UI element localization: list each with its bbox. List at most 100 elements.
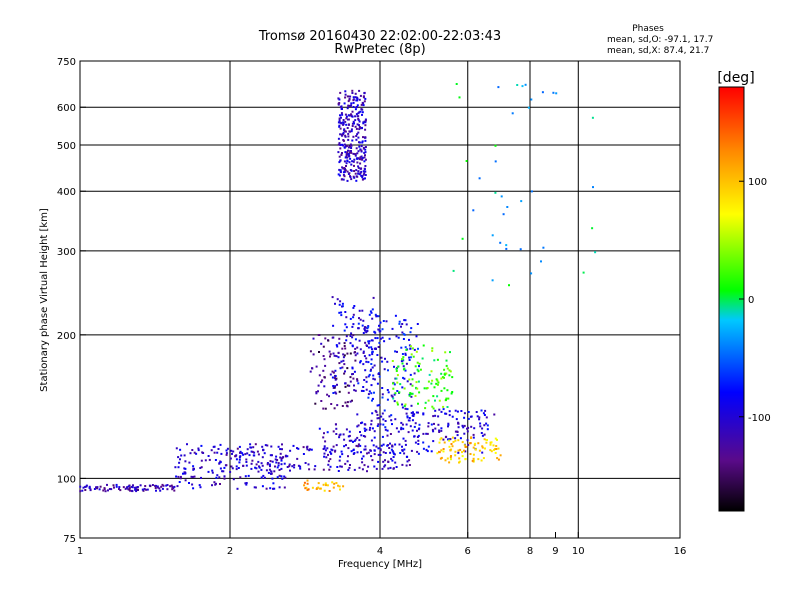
data-point (440, 449, 443, 452)
data-point (351, 89, 354, 92)
data-point (470, 437, 472, 439)
data-point (427, 445, 430, 448)
data-point (361, 113, 363, 116)
data-point (398, 391, 401, 394)
data-point (448, 410, 451, 413)
data-point (451, 415, 454, 418)
data-point (367, 451, 370, 454)
data-point (343, 445, 346, 448)
data-point (360, 174, 363, 177)
data-point (367, 346, 370, 349)
x-tick-label: 10 (572, 546, 585, 557)
data-point (402, 365, 405, 368)
data-point (165, 484, 168, 487)
data-point (425, 432, 428, 435)
data-point (413, 348, 416, 351)
data-point (422, 432, 425, 435)
data-point (377, 423, 380, 426)
data-point (373, 331, 376, 333)
data-point (261, 485, 264, 488)
data-point (352, 373, 354, 375)
data-point (327, 453, 329, 456)
data-point (349, 95, 352, 98)
data-point (127, 488, 130, 491)
data-point (417, 380, 420, 383)
data-point (351, 110, 354, 113)
data-point (211, 471, 214, 474)
y-tick-label: 300 (57, 247, 76, 258)
data-point (359, 110, 362, 113)
data-point (169, 485, 172, 488)
data-point (246, 452, 249, 455)
data-point (444, 459, 447, 462)
x-tick-label: 4 (377, 546, 383, 557)
data-point (334, 385, 337, 388)
data-point (401, 386, 404, 389)
data-point (364, 136, 367, 139)
chart-title: Tromsø 20160430 22:02:00-22:03:43 (258, 29, 501, 44)
data-point (524, 83, 527, 86)
data-point (350, 102, 353, 105)
data-point (334, 450, 336, 453)
data-point (211, 469, 214, 472)
data-point (193, 451, 196, 454)
data-point (447, 425, 449, 428)
data-point (177, 456, 180, 459)
x-axis-ticks: 1 2 4 6 8 10 16 9 (77, 532, 686, 557)
data-point (463, 416, 466, 419)
data-point (104, 490, 107, 493)
data-point (348, 155, 351, 158)
data-point (299, 465, 302, 468)
data-point (472, 433, 475, 436)
data-point (493, 448, 495, 451)
data-point (349, 176, 352, 179)
data-point (382, 451, 385, 454)
data-point (135, 486, 138, 489)
data-point (354, 119, 357, 122)
data-point (388, 415, 391, 418)
data-point (364, 423, 367, 426)
data-point (145, 488, 148, 491)
data-point (358, 89, 361, 92)
data-point (401, 403, 404, 406)
data-point (417, 439, 420, 442)
data-point (338, 117, 341, 120)
data-point (341, 305, 343, 308)
data-point (333, 377, 336, 379)
data-point (394, 350, 397, 353)
data-point (260, 476, 263, 479)
data-point (95, 486, 97, 489)
data-point (304, 462, 307, 464)
data-point (410, 327, 413, 330)
data-point (279, 452, 282, 455)
data-point (342, 356, 345, 359)
data-point (402, 376, 404, 379)
data-point (337, 137, 340, 140)
data-point (324, 440, 327, 443)
data-point (356, 97, 359, 100)
data-point (408, 356, 411, 359)
data-point (270, 472, 272, 475)
data-point (530, 98, 533, 101)
data-point (277, 464, 280, 467)
data-point (345, 444, 347, 447)
data-point (338, 119, 341, 122)
data-point (384, 420, 387, 422)
data-point (373, 364, 376, 367)
data-point (358, 339, 361, 342)
data-point (273, 470, 276, 473)
data-point (384, 452, 387, 454)
data-point (457, 451, 460, 454)
data-point (461, 455, 464, 458)
data-point (400, 426, 403, 429)
data-point (161, 483, 164, 486)
data-point (391, 395, 394, 398)
data-point (484, 409, 487, 412)
data-point (500, 195, 503, 198)
data-point (333, 407, 336, 410)
data-point (409, 345, 412, 348)
data-point (338, 125, 341, 128)
data-point (369, 426, 372, 429)
data-point (381, 412, 384, 415)
data-point (463, 412, 466, 415)
